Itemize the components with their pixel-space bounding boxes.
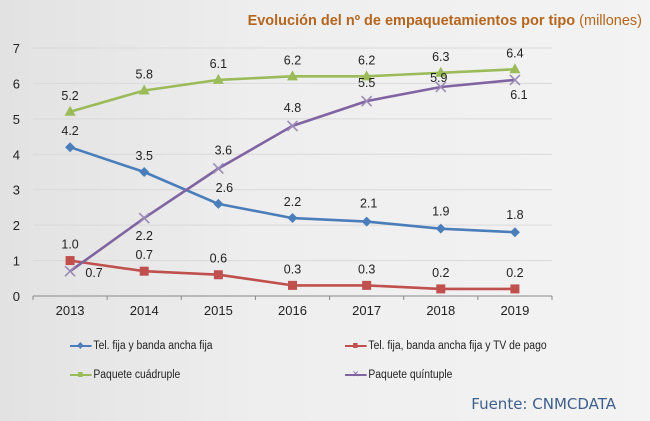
data-point-square bbox=[288, 280, 297, 290]
data-label: 5.2 bbox=[61, 89, 78, 103]
x-tick-label: 2016 bbox=[278, 303, 307, 318]
legend-item-tel-fija-banda-ancha: Tel. fija y banda ancha fija bbox=[70, 340, 213, 352]
data-point-diamond bbox=[213, 198, 224, 209]
data-point-triangle bbox=[138, 84, 150, 95]
data-point-x bbox=[138, 212, 150, 224]
data-point-x bbox=[509, 74, 521, 86]
data-label: 2.2 bbox=[284, 195, 301, 209]
data-label: 6.3 bbox=[432, 50, 449, 64]
data-label: 5.5 bbox=[358, 76, 375, 90]
legend-label: Tel. fija, banda ancha fija y TV de pago bbox=[368, 340, 547, 352]
data-point-diamond bbox=[287, 213, 298, 224]
data-label: 1.9 bbox=[432, 205, 449, 219]
data-label: 4.2 bbox=[61, 124, 78, 138]
data-point-square bbox=[65, 256, 75, 266]
legend-label: Paquete cuádruple bbox=[93, 369, 181, 381]
data-point-square bbox=[213, 270, 223, 280]
x-tick-label: 2013 bbox=[56, 303, 85, 318]
x-tick-label: 2017 bbox=[352, 303, 381, 318]
y-tick-label: 5 bbox=[13, 112, 20, 127]
data-label: 0.3 bbox=[358, 262, 375, 276]
data-point-triangle bbox=[287, 70, 298, 81]
data-point-square bbox=[362, 280, 372, 290]
legend-item-tel-fija-banda-ancha-tv: Tel. fija, banda ancha fija y TV de pago bbox=[345, 340, 547, 352]
y-tick-label: 1 bbox=[13, 254, 20, 269]
x-tick-label: 2015 bbox=[204, 303, 233, 318]
legend-swatch-purple: ✕ bbox=[345, 370, 367, 380]
x-tick-label: 2014 bbox=[130, 303, 159, 318]
data-point-x bbox=[435, 81, 447, 93]
data-label: 0.6 bbox=[210, 252, 227, 266]
data-point-triangle bbox=[64, 105, 76, 116]
legend-item-paquete-cuadruple: Paquete cuádruple bbox=[70, 369, 180, 381]
data-label: 6.2 bbox=[358, 53, 375, 67]
legend-swatch-green bbox=[70, 370, 92, 380]
data-label: 5.8 bbox=[136, 68, 153, 82]
data-label: 3.5 bbox=[136, 149, 153, 163]
legend-swatch-blue bbox=[70, 341, 92, 351]
chart-title-text: Evolución del nº de empaquetamientos por… bbox=[247, 13, 576, 29]
data-point-diamond bbox=[65, 142, 76, 153]
data-point-x bbox=[212, 162, 224, 175]
y-tick-label: 3 bbox=[13, 183, 20, 198]
data-point-triangle bbox=[212, 73, 224, 84]
data-label: 0.3 bbox=[284, 262, 301, 276]
data-point-triangle bbox=[435, 66, 447, 77]
data-label: 1.8 bbox=[506, 208, 523, 222]
data-point-square bbox=[436, 284, 446, 294]
data-label: 4.8 bbox=[284, 101, 301, 115]
data-label: 0.2 bbox=[506, 266, 523, 280]
line-chart: 0 1 2 3 4 5 6 7 2013 2014 2015 2016 2017 2018 2019 4.2 3… bbox=[13, 41, 553, 318]
x-tick-label: 2019 bbox=[500, 303, 529, 318]
chart-title: Evolución del nº de empaquetamientos por… bbox=[248, 13, 642, 29]
data-label: 6.1 bbox=[210, 57, 227, 71]
chart-title-unit: (millones) bbox=[579, 13, 642, 29]
legend-label: Paquete quíntuple bbox=[368, 369, 453, 381]
data-point-x bbox=[64, 265, 76, 277]
data-label: 0.7 bbox=[85, 266, 102, 280]
data-point-diamond bbox=[509, 227, 520, 238]
y-tick-label: 2 bbox=[13, 218, 20, 233]
data-label: 6.1 bbox=[510, 88, 527, 102]
data-point-square bbox=[510, 284, 520, 294]
y-tick-label: 0 bbox=[13, 289, 20, 304]
data-point-diamond bbox=[139, 167, 150, 177]
x-tick-label: 2018 bbox=[426, 303, 455, 318]
data-point-x bbox=[361, 95, 373, 107]
data-point-triangle bbox=[361, 70, 373, 81]
data-label: 6.4 bbox=[506, 46, 523, 60]
legend-item-paquete-quintuple: ✕ Paquete quíntuple bbox=[345, 369, 452, 381]
data-label: 2.1 bbox=[360, 197, 377, 211]
data-label: 0.2 bbox=[432, 266, 449, 280]
legend-label: Tel. fija y banda ancha fija bbox=[93, 340, 213, 352]
data-label: 1.0 bbox=[61, 238, 78, 252]
data-point-diamond bbox=[361, 216, 372, 227]
legend-swatch-red bbox=[345, 341, 367, 351]
y-tick-label: 4 bbox=[13, 147, 20, 162]
y-tick-label: 6 bbox=[13, 76, 20, 91]
y-tick-label: 7 bbox=[13, 41, 20, 56]
source-note: Fuente: CNMCDATA bbox=[471, 395, 616, 413]
data-point-triangle bbox=[509, 63, 521, 74]
data-label: 6.2 bbox=[284, 53, 301, 67]
data-label: 2.2 bbox=[136, 229, 153, 243]
data-label: 5.9 bbox=[430, 71, 447, 85]
data-point-diamond bbox=[435, 223, 446, 234]
data-label: 2.6 bbox=[216, 181, 233, 195]
data-label: 3.6 bbox=[215, 143, 232, 157]
data-point-x bbox=[286, 120, 299, 132]
data-point-square bbox=[139, 266, 149, 276]
data-label: 0.7 bbox=[136, 248, 153, 262]
